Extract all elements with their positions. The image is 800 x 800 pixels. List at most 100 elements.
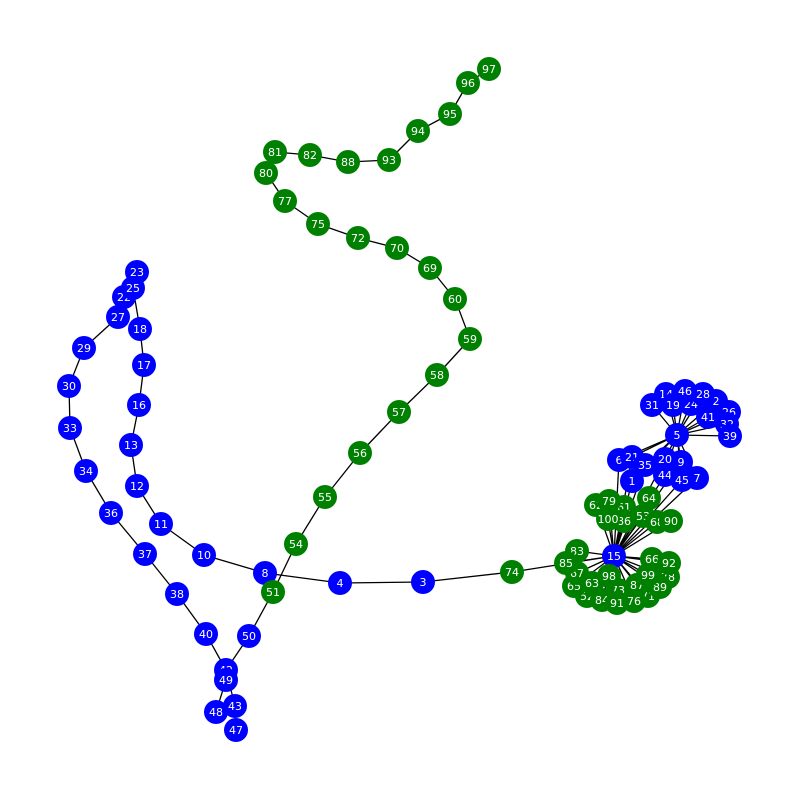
- node-100: 100: [596, 507, 620, 531]
- node-35: 35: [633, 453, 657, 477]
- node-label: 60: [448, 293, 462, 306]
- node-92: 92: [657, 551, 681, 575]
- node-circle: [74, 459, 98, 483]
- node-circle: [336, 150, 360, 174]
- node-70: 70: [385, 236, 409, 260]
- node-16: 16: [127, 393, 151, 417]
- node-label: 4: [337, 577, 344, 590]
- node-29: 29: [72, 336, 96, 360]
- node-label: 97: [482, 63, 496, 76]
- node-circle: [149, 512, 173, 536]
- node-41: 41: [696, 405, 720, 429]
- node-label: 100: [598, 513, 619, 526]
- node-label: 29: [77, 342, 91, 355]
- node-60: 60: [443, 287, 467, 311]
- node-circle: [298, 143, 322, 167]
- node-59: 59: [458, 327, 482, 351]
- node-11: 11: [149, 512, 173, 536]
- node-10: 10: [192, 543, 216, 567]
- node-circle: [620, 469, 644, 493]
- node-circle: [204, 700, 228, 724]
- node-label: 47: [229, 724, 243, 737]
- node-label: 76: [627, 595, 641, 608]
- node-circle: [665, 423, 689, 447]
- node-label: 25: [126, 282, 140, 295]
- node-50: 50: [237, 624, 261, 648]
- node-90: 90: [659, 509, 683, 533]
- node-58: 58: [425, 363, 449, 387]
- node-label: 12: [130, 480, 144, 493]
- node-72: 72: [346, 226, 370, 250]
- node-circle: [348, 441, 372, 465]
- node-label: 81: [268, 146, 282, 159]
- node-circle: [132, 353, 156, 377]
- node-circle: [633, 453, 657, 477]
- node-label: 20: [658, 453, 672, 466]
- node-39: 39: [718, 424, 742, 448]
- node-30: 30: [57, 374, 81, 398]
- node-label: 55: [318, 491, 332, 504]
- node-18: 18: [128, 317, 152, 341]
- node-label: 72: [351, 232, 365, 245]
- node-49: 49: [214, 668, 238, 692]
- node-label: 86: [617, 515, 631, 528]
- node-label: 41: [701, 411, 715, 424]
- node-circle: [237, 624, 261, 648]
- node-label: 89: [653, 581, 667, 594]
- node-circle: [657, 551, 681, 575]
- node-25: 25: [121, 276, 145, 300]
- edge-8-4: [264, 572, 341, 584]
- node-circle: [597, 489, 621, 513]
- node-label: 2: [713, 395, 720, 408]
- node-label: 74: [505, 566, 519, 579]
- node-circle: [637, 486, 661, 510]
- node-4: 4: [328, 571, 352, 595]
- node-circle: [58, 416, 82, 440]
- node-label: 36: [104, 507, 118, 520]
- edge-3-74: [422, 571, 513, 583]
- node-circle: [313, 485, 337, 509]
- node-47: 47: [224, 718, 248, 742]
- edge-4-3: [339, 581, 424, 584]
- node-74: 74: [500, 560, 524, 584]
- node-97: 97: [477, 57, 501, 81]
- node-circle: [223, 694, 247, 718]
- node-label: 57: [392, 406, 406, 419]
- node-circle: [261, 580, 285, 604]
- node-51: 51: [261, 580, 285, 604]
- node-93: 93: [377, 148, 401, 172]
- node-label: 56: [353, 447, 367, 460]
- node-28: 28: [691, 382, 715, 406]
- node-label: 95: [443, 108, 457, 121]
- node-label: 46: [678, 385, 692, 398]
- node-45: 45: [670, 468, 694, 492]
- node-label: 51: [266, 586, 280, 599]
- node-40: 40: [194, 622, 218, 646]
- node-label: 31: [645, 399, 659, 412]
- node-circle: [194, 622, 218, 646]
- node-17: 17: [132, 353, 156, 377]
- node-label: 13: [124, 439, 138, 452]
- node-label: 1: [629, 475, 636, 488]
- node-label: 50: [242, 630, 256, 643]
- node-48: 48: [204, 700, 228, 724]
- node-circle: [346, 226, 370, 250]
- node-96: 96: [456, 71, 480, 95]
- node-94: 94: [406, 119, 430, 143]
- node-circle: [72, 336, 96, 360]
- node-circle: [596, 507, 620, 531]
- node-label: 82: [303, 149, 317, 162]
- node-circle: [254, 161, 278, 185]
- node-circle: [477, 57, 501, 81]
- node-88: 88: [336, 150, 360, 174]
- node-circle: [57, 374, 81, 398]
- node-label: 66: [645, 553, 659, 566]
- node-label: 48: [209, 706, 223, 719]
- node-label: 44: [658, 469, 672, 482]
- node-label: 92: [662, 557, 676, 570]
- node-label: 23: [130, 266, 144, 279]
- node-label: 15: [607, 550, 621, 563]
- node-5: 5: [665, 423, 689, 447]
- node-circle: [425, 363, 449, 387]
- node-circle: [224, 718, 248, 742]
